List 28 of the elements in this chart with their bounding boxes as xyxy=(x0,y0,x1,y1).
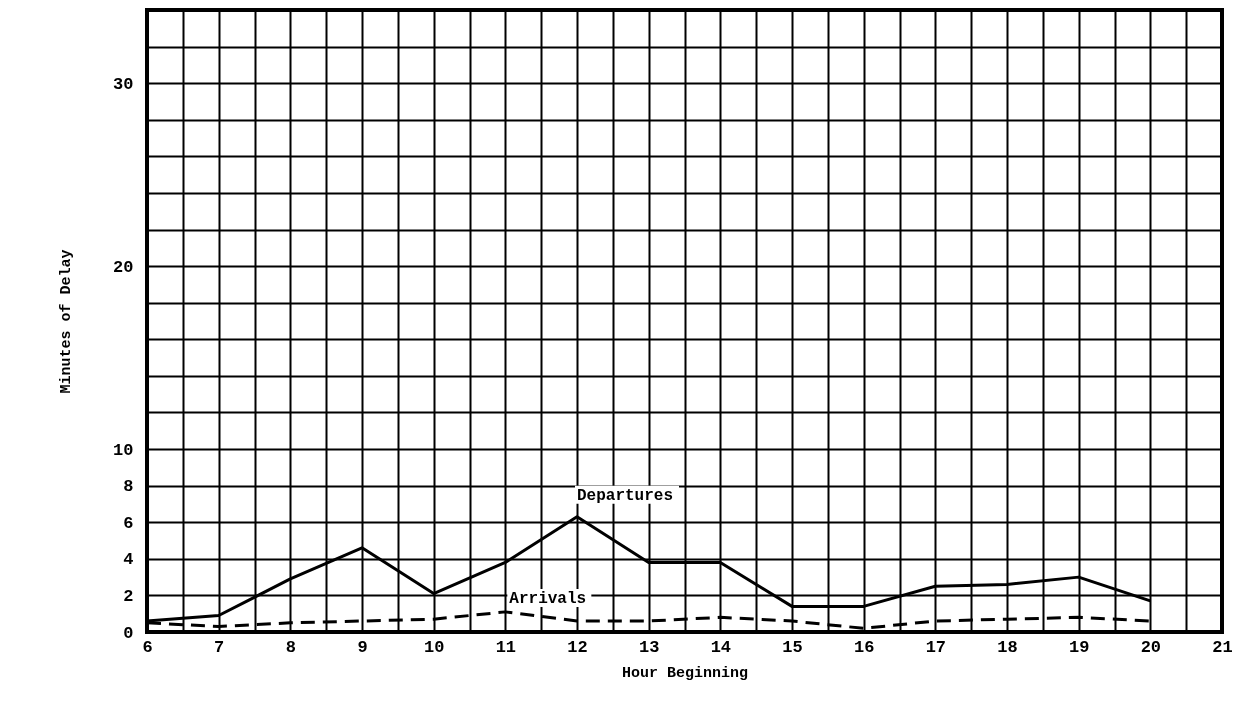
x-tick-label: 21 xyxy=(1212,637,1233,657)
y-tick-label: 0 xyxy=(123,623,134,643)
x-tick-label: 14 xyxy=(710,637,732,657)
x-tick-label: 11 xyxy=(495,637,517,657)
x-tick-label: 10 xyxy=(423,637,445,657)
x-tick-label: 9 xyxy=(357,637,368,657)
y-axis-title: Minutes of Delay xyxy=(58,249,76,394)
x-tick-label: 19 xyxy=(1068,637,1090,657)
y-tick-label: 10 xyxy=(113,440,134,460)
x-axis-title: Hour Beginning xyxy=(621,664,749,682)
x-tick-label: 20 xyxy=(1140,637,1162,657)
x-tick-label: 8 xyxy=(285,637,296,657)
series-label: Arrivals xyxy=(509,589,587,608)
x-tick-label: 17 xyxy=(925,637,947,657)
series-label: Departures xyxy=(577,486,674,505)
x-tick-label: 15 xyxy=(782,637,803,657)
x-tick-label: 13 xyxy=(638,637,660,657)
y-tick-label: 30 xyxy=(113,74,134,94)
x-tick-label: 7 xyxy=(214,637,225,657)
x-tick-label: 12 xyxy=(567,637,588,657)
y-tick-label: 6 xyxy=(123,513,134,533)
y-tick-label: 4 xyxy=(123,550,134,570)
y-tick-label: 20 xyxy=(113,257,134,277)
y-tick-label: 8 xyxy=(123,477,134,497)
x-tick-label: 18 xyxy=(997,637,1018,657)
x-tick-label: 16 xyxy=(853,637,875,657)
x-tick-label: 6 xyxy=(142,637,153,657)
y-tick-label: 2 xyxy=(123,586,134,606)
